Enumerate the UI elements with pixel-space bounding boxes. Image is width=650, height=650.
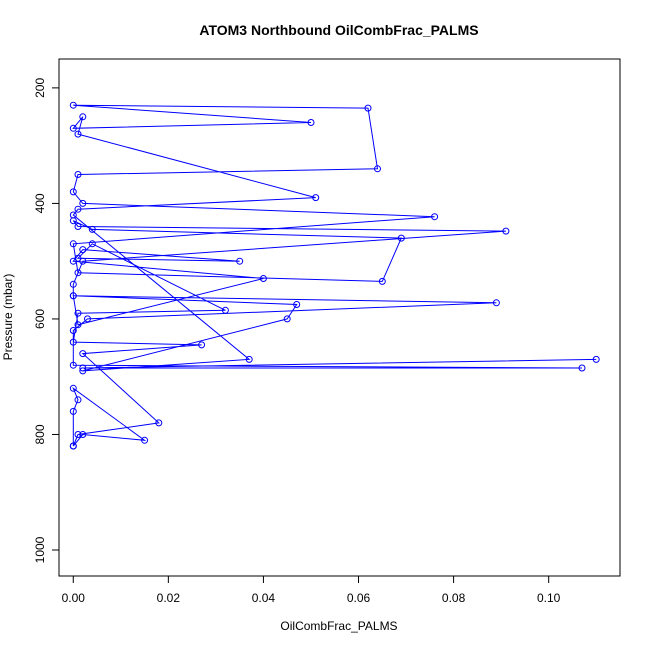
data-point [374,165,381,173]
data-point [88,225,96,233]
data-point [69,188,77,196]
data-point [74,269,82,277]
data-point [79,199,87,207]
data-point [69,280,77,288]
x-tick-label: 0.02 [157,591,181,605]
data-point [236,257,244,265]
data-point [578,364,586,372]
x-tick-label: 0.04 [252,591,276,605]
data-point [74,396,82,404]
data-point [79,113,87,121]
data-point [397,234,405,242]
data-point [155,419,163,427]
data-point [69,124,77,132]
y-tick-label: 400 [33,193,47,213]
data-point [431,213,439,221]
data-point [69,361,77,369]
data-point [69,327,77,334]
data-point [378,277,386,285]
series-layer [69,101,600,450]
data-point [74,321,82,329]
data-point [312,194,320,202]
x-axis: 0.00 0.02 0.04 0.06 0.08 0.10 [62,575,561,605]
y-tick-label: 200 [33,78,47,98]
data-point [69,101,77,109]
x-axis-label: OilCombFrac_PALMS [280,619,397,633]
data-point [293,301,301,308]
y-tick-label: 800 [33,424,47,444]
data-point [69,338,77,346]
data-point [69,240,77,248]
data-point [364,104,372,112]
data-point [141,436,149,444]
data-point [79,367,87,375]
data-point [74,205,82,213]
data-point [69,442,77,450]
chart-title: ATOM3 Northbound OilCombFrac_PALMS [199,22,478,38]
data-point [74,431,82,438]
data-point [74,130,82,138]
data-point [69,384,77,392]
data-point [74,309,82,317]
data-point [79,364,87,372]
data-point [79,246,87,254]
data-point [307,119,315,126]
series-line [72,104,597,447]
data-point [79,350,87,358]
data-point [259,275,267,282]
data-point [283,315,291,323]
x-tick-label: 0.10 [537,591,561,605]
y-axis-label: Pressure (mbar) [1,274,15,361]
data-point [79,431,87,438]
y-tick-label: 1000 [33,536,47,563]
data-point [592,355,600,363]
plot-frame [58,58,621,577]
data-point [245,355,253,363]
y-tick-label: 600 [33,309,47,329]
x-tick-label: 0.06 [347,591,371,605]
data-point [492,299,500,307]
data-point [69,292,77,300]
data-point [74,254,82,262]
data-point [502,227,510,235]
data-point [198,341,206,349]
data-point [84,315,91,323]
x-tick-label: 0.00 [62,591,86,605]
data-point [69,407,77,415]
data-point [221,306,229,314]
data-point [88,240,96,248]
data-point [74,223,82,230]
y-axis: 200 400 600 800 1000 [33,78,60,563]
data-point [74,171,82,178]
x-tick-label: 0.08 [442,591,466,605]
data-point [69,211,77,219]
